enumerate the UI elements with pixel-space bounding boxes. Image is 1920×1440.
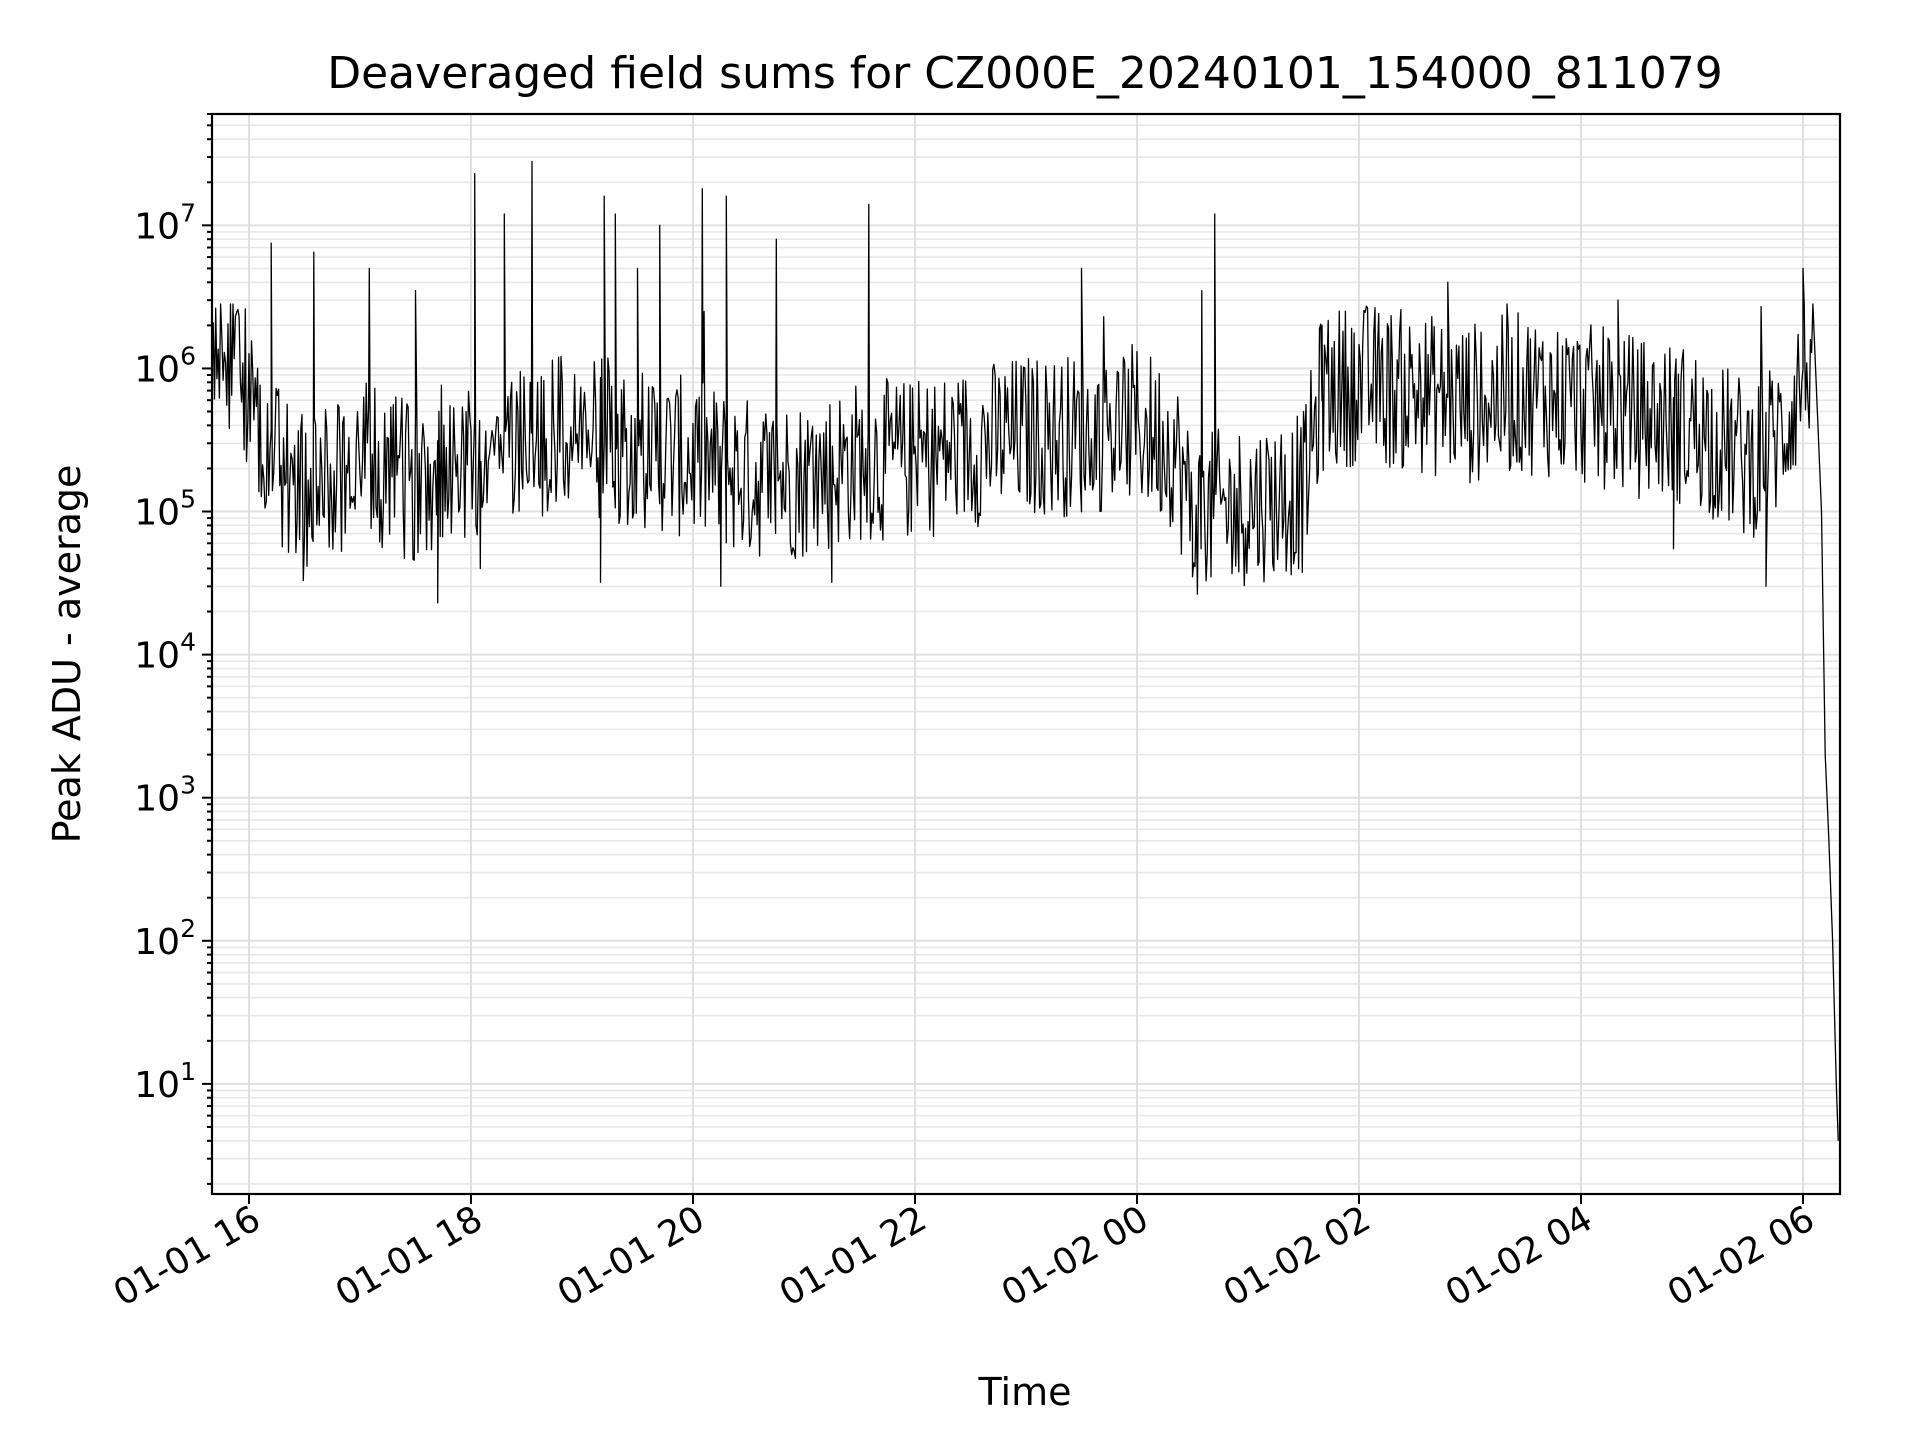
x-axis-label: Time — [978, 1370, 1072, 1414]
x-tick-label: 01-01 18 — [329, 1198, 490, 1314]
y-tick-label: 102 — [134, 914, 196, 963]
y-tick-label: 106 — [134, 341, 196, 390]
y-tick-label: 104 — [134, 628, 196, 677]
y-tick-label: 103 — [134, 771, 196, 820]
x-tick-label: 01-02 00 — [995, 1198, 1156, 1314]
chart-title: Deaveraged field sums for CZ000E_2024010… — [327, 48, 1723, 99]
y-tick-label: 105 — [134, 485, 196, 534]
series-layer — [211, 160, 1839, 1141]
ticks — [202, 113, 1804, 1204]
x-tick-label: 01-02 06 — [1661, 1198, 1822, 1314]
tick-labels: 101 102 103 104 105 106 107 01-01 16 01-01 18 01-… — [107, 198, 1822, 1314]
x-tick-label: 01-01 16 — [107, 1198, 268, 1314]
y-tick-label: 101 — [134, 1057, 196, 1106]
grid — [212, 113, 1840, 1194]
x-tick-label: 01-02 04 — [1439, 1198, 1600, 1314]
x-tick-label: 01-01 20 — [551, 1198, 712, 1314]
x-tick-label: 01-02 02 — [1217, 1198, 1378, 1314]
y-axis-label: Peak ADU - average — [45, 465, 89, 844]
y-tick-label: 107 — [134, 198, 196, 247]
x-tick-label: 01-01 22 — [773, 1198, 934, 1314]
series-line — [211, 160, 1839, 1141]
